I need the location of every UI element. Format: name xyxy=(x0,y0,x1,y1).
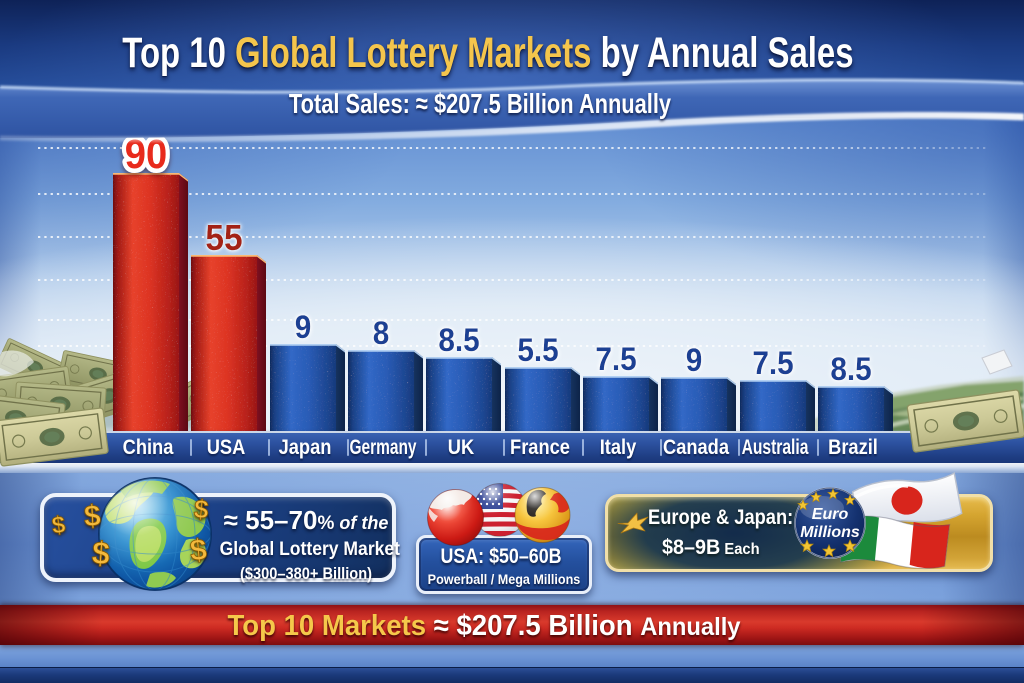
subtitle-text: Total Sales: ≈ $207.5 Billion Annually xyxy=(288,88,672,119)
europe-japan-line2: $8–9B Each xyxy=(662,535,760,559)
lottery-balls xyxy=(427,483,571,546)
global-share-line3: ($300–380+ Billion) xyxy=(239,563,373,583)
mega-millions-gold-ball-icon xyxy=(514,487,571,543)
divider-strip xyxy=(0,463,1024,473)
category-separator xyxy=(581,439,584,456)
bar-canada xyxy=(661,377,736,431)
header-wave-ornament xyxy=(0,78,1024,142)
europe-japan-line1: Europe & Japan: xyxy=(648,505,794,529)
category-label-france: France xyxy=(510,436,570,459)
footer-annually: Annually xyxy=(640,613,741,641)
category-label-uk: UK xyxy=(447,436,475,459)
paper-sliver xyxy=(0,350,34,377)
paper-card xyxy=(981,349,1013,375)
global-share-line2: Global Lottery Market xyxy=(219,538,401,560)
category-label-italy: Italy xyxy=(599,436,637,459)
europe-japan-icons: Euro Millions xyxy=(617,471,963,570)
category-separator xyxy=(424,439,427,456)
usa-callout-title: USA: $50–60B xyxy=(440,545,562,568)
dollar-sign-icon: $ xyxy=(192,493,210,525)
gold-star-icon xyxy=(617,512,649,534)
value-label-germany: 8 xyxy=(373,315,390,351)
bar-brazil xyxy=(818,386,893,431)
title-suffix: by Annual Sales xyxy=(591,29,854,77)
footer-text: Top 10 Markets ≈ $207.5 Billion Annually xyxy=(0,610,1024,643)
value-label-japan: 9 xyxy=(295,309,312,345)
footer-rest: ≈ $207.5 Billion xyxy=(426,610,641,642)
badge-stars xyxy=(797,488,857,558)
dollar-sign-icon: $ xyxy=(90,534,112,572)
bar-italy xyxy=(583,376,658,431)
category-separator xyxy=(659,439,662,456)
bar-usa xyxy=(191,255,266,431)
usa-callout-subtitle: Powerball / Mega Millions xyxy=(427,571,581,587)
euromillions-badge: Euro Millions xyxy=(794,487,866,559)
bar-australia xyxy=(740,380,815,431)
dollar-sign-icon: $ xyxy=(50,511,67,540)
category-label-japan: Japan xyxy=(278,436,332,459)
bar-france xyxy=(505,367,580,431)
title-highlight: Global Lottery Markets xyxy=(235,29,592,77)
subtitle-banner: Total Sales: ≈ $207.5 Billion Annually xyxy=(0,88,1024,120)
globe-icon xyxy=(98,477,212,591)
category-separator xyxy=(502,439,505,456)
global-share-line1: ≈ 55–70% of the xyxy=(223,505,389,535)
footer-banner xyxy=(0,605,1024,645)
title-prefix: Top 10 xyxy=(122,29,236,77)
value-label-australia: 7.5 xyxy=(752,345,793,381)
category-label-usa: USA xyxy=(206,436,246,459)
dollar-bill xyxy=(906,389,1024,453)
wave-crest-highlight xyxy=(0,78,1024,94)
global-share-text: ≈ 55–70% of the Global Lottery Market ($… xyxy=(210,507,402,582)
usa-callout xyxy=(416,535,592,594)
category-label-australia: Australia xyxy=(741,436,809,459)
dollar-sign-icon: $ xyxy=(83,499,102,534)
dollar-sign-icon: $ xyxy=(188,533,209,568)
bar-china xyxy=(113,173,188,431)
category-label-canada: Canada xyxy=(663,436,729,459)
subtitle-band xyxy=(0,79,1024,139)
value-label-uk: 8.5 xyxy=(438,322,479,358)
footer-highlight: Top 10 Markets xyxy=(227,610,427,642)
dollar-bill xyxy=(0,407,109,467)
value-label-usa: 55 xyxy=(205,219,242,258)
category-label-china: China xyxy=(122,436,174,459)
value-label-france: 5.5 xyxy=(517,332,558,368)
category-separator xyxy=(267,439,270,456)
bar-japan xyxy=(270,344,345,431)
under-banner-strip xyxy=(0,645,1024,667)
category-separator xyxy=(346,439,349,456)
badge-text-euro: Euro xyxy=(812,506,849,523)
category-separator xyxy=(816,439,819,456)
bar-uk xyxy=(426,357,501,431)
value-label-brazil: 8.5 xyxy=(830,351,871,387)
category-separator xyxy=(737,439,740,456)
category-label-germany: Germany xyxy=(349,436,417,459)
category-separator xyxy=(189,439,192,456)
bottom-edge-strip xyxy=(0,667,1024,683)
category-axis-band xyxy=(0,431,1024,463)
badge-text-millions: Millions xyxy=(800,524,860,541)
wave-swoosh-white xyxy=(0,112,1024,142)
powerball-red-ball-icon xyxy=(427,489,484,546)
value-label-canada: 9 xyxy=(686,342,703,378)
page-title: Top 10 Global Lottery Markets by Annual … xyxy=(0,29,1024,78)
bar-germany xyxy=(348,350,423,431)
category-label-brazil: Brazil xyxy=(828,436,878,459)
value-label-italy: 7.5 xyxy=(595,341,636,377)
bars-group xyxy=(113,173,893,431)
dollar-bills-front xyxy=(0,349,1024,467)
